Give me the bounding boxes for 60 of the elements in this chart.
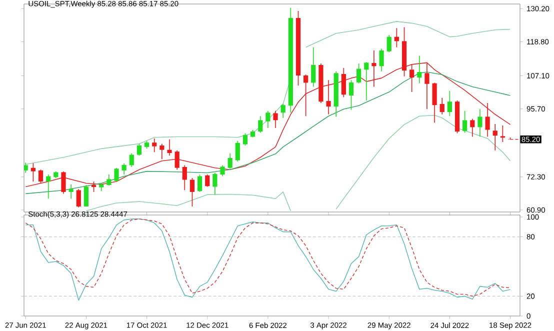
candlestick	[205, 174, 210, 188]
candlestick	[129, 152, 134, 168]
candlestick	[38, 169, 44, 184]
candlestick	[470, 118, 475, 138]
candlestick	[273, 110, 278, 128]
candlestick	[68, 184, 74, 200]
candlestick	[106, 174, 112, 186]
candlestick	[61, 170, 66, 194]
candlestick	[348, 80, 354, 110]
candlestick	[318, 63, 324, 104]
candlestick	[485, 102, 490, 138]
candlestick	[326, 80, 331, 115]
candlestick	[424, 62, 430, 110]
candlestick	[122, 163, 126, 175]
candlestick	[228, 152, 232, 170]
candlestick	[266, 110, 270, 128]
candlestick	[24, 162, 28, 174]
candlestick	[410, 64, 414, 92]
candlestick	[84, 184, 89, 207]
candlestick	[478, 108, 482, 138]
candlestick	[190, 178, 195, 207]
candlestick	[167, 138, 172, 156]
candlestick	[46, 174, 51, 200]
candlestick	[356, 63, 362, 84]
candlestick	[379, 48, 384, 72]
candlestick	[197, 174, 202, 192]
candlestick	[220, 164, 225, 177]
candlestick	[394, 28, 399, 48]
candlestick	[114, 167, 119, 182]
candlestick	[288, 7, 293, 114]
candlestick	[334, 70, 338, 118]
candlestick	[432, 82, 437, 124]
candlestick	[417, 55, 422, 84]
candlestick	[258, 116, 263, 134]
candlestick	[242, 132, 248, 146]
candlestick	[76, 188, 81, 208]
candlestick	[296, 10, 301, 86]
candlestick	[212, 172, 218, 195]
candlestick	[136, 143, 142, 156]
candlestick	[492, 124, 498, 151]
candlestick	[311, 46, 316, 88]
candlestick	[364, 62, 369, 101]
candlestick	[372, 50, 376, 88]
candlestick	[440, 97, 444, 115]
candlestick	[500, 125, 505, 142]
candlestick	[454, 100, 460, 134]
candlestick	[447, 90, 452, 117]
candlestick	[30, 162, 36, 182]
candlestick	[160, 143, 164, 160]
candlestick	[235, 140, 240, 162]
candlestick	[462, 110, 468, 134]
candlestick	[386, 34, 392, 53]
candlestick	[91, 181, 96, 192]
candlestick	[304, 74, 308, 117]
candlestick	[182, 164, 187, 191]
candlestick	[280, 104, 286, 118]
candlestick	[402, 26, 407, 77]
candlestick	[152, 138, 157, 153]
candlestick	[174, 150, 180, 170]
candlestick	[341, 68, 346, 98]
